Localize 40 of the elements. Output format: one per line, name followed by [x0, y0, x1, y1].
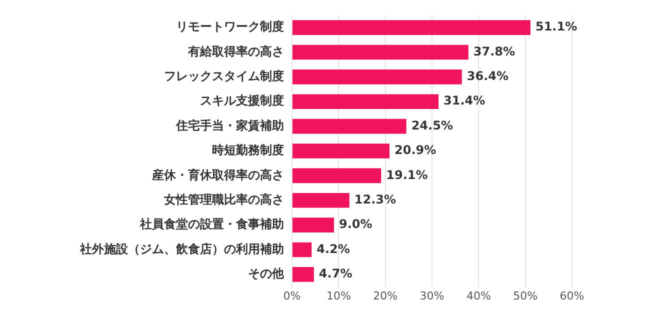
- data-label: 12.3%: [354, 192, 396, 207]
- y-tick-label: 住宅手当・家賃補助: [175, 118, 284, 132]
- data-label: 4.2%: [316, 242, 350, 256]
- y-tick-label: 社員食堂の設置・食事補助: [139, 217, 284, 232]
- bar: [292, 118, 406, 134]
- x-tick-label: 60%: [560, 289, 584, 302]
- y-tick-label: 時短勤務制度: [212, 143, 284, 158]
- x-tick-label: 20%: [373, 289, 398, 302]
- data-label: 24.5%: [411, 118, 453, 132]
- bar: [292, 218, 334, 232]
- bar: [292, 242, 312, 258]
- y-tick-label: リモートワーク制度: [176, 20, 284, 34]
- data-label: 9.0%: [339, 217, 372, 232]
- bar: [292, 94, 439, 110]
- bar: [292, 192, 350, 208]
- bar: [292, 144, 390, 158]
- x-tick-label: 0%: [283, 289, 301, 302]
- y-tick-label: 女性管理職比率の高さ: [163, 192, 284, 207]
- y-tick-label: その他: [248, 266, 285, 281]
- data-label: 37.8%: [473, 44, 516, 58]
- y-tick-label: フレックスタイム制度: [164, 69, 284, 84]
- x-tick-label: 50%: [513, 289, 538, 302]
- y-tick-label: 有給取得率の高さ: [187, 44, 284, 58]
- bar: [292, 44, 468, 60]
- bar: [292, 20, 530, 35]
- y-tick-label: 社外施設（ジム、飲食店）の利用補助: [79, 242, 284, 256]
- data-label: 4.7%: [318, 266, 352, 281]
- x-tick-label: 10%: [326, 289, 351, 302]
- data-label: 19.1%: [386, 168, 428, 182]
- x-tick-label: 30%: [420, 289, 444, 302]
- y-tick-label: 産休・育休取得率の高さ: [151, 168, 284, 182]
- data-label: 36.4%: [466, 69, 509, 84]
- data-label: 51.1%: [535, 20, 578, 34]
- data-label: 31.4%: [444, 94, 486, 108]
- bar: [292, 267, 314, 282]
- y-tick-label: スキル支援制度: [200, 94, 284, 108]
- bar: [292, 168, 382, 184]
- x-tick-label: 40%: [466, 289, 491, 302]
- bar: [292, 70, 462, 84]
- data-label: 20.9%: [394, 143, 436, 158]
